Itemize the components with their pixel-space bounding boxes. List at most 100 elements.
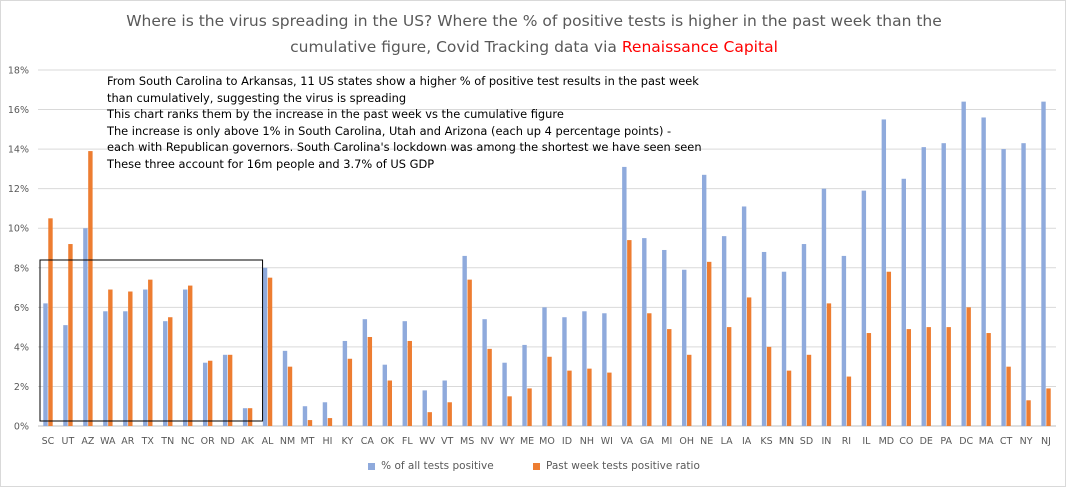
x-tick-label: HI <box>322 436 332 447</box>
bar-past-week <box>906 329 911 426</box>
x-tick-label: FL <box>402 436 413 447</box>
y-tick-label: 12% <box>8 184 29 195</box>
bar-cumulative <box>262 267 268 426</box>
x-tick-label: WI <box>601 436 613 447</box>
bar-past-week <box>267 277 273 426</box>
x-tick-label: OK <box>380 436 394 447</box>
annotation-line-6: These three account for 16m people and 3… <box>107 156 435 171</box>
bar-past-week <box>367 337 373 426</box>
bar-past-week <box>786 370 792 426</box>
bar-past-week <box>966 307 971 426</box>
x-tick-label: NH <box>580 436 594 447</box>
bar-cumulative <box>282 350 288 426</box>
annotation-text: From South Carolina to Arkansas, 11 US s… <box>107 73 807 172</box>
x-tick-label: NJ <box>1041 436 1051 447</box>
bar-past-week <box>926 327 931 426</box>
bar-cumulative <box>781 271 787 426</box>
bar-past-week <box>726 327 732 426</box>
y-tick-label: 14% <box>8 145 29 156</box>
bar-past-week <box>347 358 353 426</box>
bar-past-week <box>507 396 512 426</box>
bar-cumulative <box>701 174 707 426</box>
bar-cumulative <box>602 313 607 426</box>
x-tick-label: OR <box>201 436 215 447</box>
bar-past-week <box>207 360 213 426</box>
annotation-line-1: From South Carolina to Arkansas, 11 US s… <box>107 74 699 88</box>
bar-past-week <box>587 368 592 426</box>
brand-name: Renaissance Capital <box>621 38 778 56</box>
bar-past-week <box>1026 400 1031 426</box>
bar-cumulative <box>821 188 827 426</box>
x-tick-label: IN <box>821 436 831 447</box>
bar-past-week <box>287 366 293 426</box>
annotation-line-5: each with Republican governors. South Ca… <box>107 140 702 154</box>
y-tick-label: 10% <box>8 224 29 235</box>
x-tick-label: MI <box>661 436 672 447</box>
x-tick-label: VT <box>441 436 453 447</box>
bar-past-week <box>227 354 233 426</box>
x-tick-label: OH <box>679 436 694 447</box>
bar-cumulative <box>43 303 48 426</box>
x-tick-label: AL <box>262 436 274 447</box>
bar-past-week <box>48 218 53 426</box>
x-tick-label: CT <box>1000 436 1013 447</box>
bar-cumulative <box>662 249 667 426</box>
x-tick-label: MT <box>300 436 314 447</box>
bar-past-week <box>327 418 333 426</box>
bar-cumulative <box>382 364 388 426</box>
x-tick-label: LA <box>721 436 734 447</box>
legend-swatch-cumulative <box>368 462 376 470</box>
y-tick-label: 4% <box>14 342 29 353</box>
x-tick-label: MA <box>979 436 994 447</box>
x-tick-label: PA <box>940 436 952 447</box>
bar-past-week <box>128 291 133 426</box>
bar-past-week <box>188 285 193 426</box>
bar-cumulative <box>921 147 926 426</box>
x-tick-label: WA <box>100 436 116 447</box>
bar-past-week <box>387 380 393 426</box>
x-tick-label: DE <box>920 436 933 447</box>
x-tick-label: CA <box>361 436 375 447</box>
bar-cumulative <box>402 321 407 426</box>
x-tick-label: GA <box>640 436 654 447</box>
bar-past-week <box>407 340 412 426</box>
bar-cumulative <box>83 228 88 426</box>
bar-cumulative <box>981 117 986 426</box>
bar-past-week <box>607 372 612 426</box>
bar-cumulative <box>741 206 747 426</box>
bar-past-week <box>647 313 652 426</box>
bar-cumulative <box>482 319 487 426</box>
x-tick-label: NM <box>280 436 295 447</box>
y-tick-label: 8% <box>14 263 29 274</box>
bar-past-week <box>806 354 812 426</box>
legend-item-week: Past week tests positive ratio <box>533 460 700 472</box>
x-tick-label: WY <box>499 436 514 447</box>
bar-cumulative <box>63 325 68 426</box>
x-tick-label: MS <box>460 436 474 447</box>
title-line-1: Where is the virus spreading in the US? … <box>126 12 942 30</box>
x-tick-label: AK <box>241 436 254 447</box>
x-tick-label: NE <box>700 436 713 447</box>
x-tick-label: AZ <box>81 436 94 447</box>
title-line-2-text: cumulative figure, Covid Tracking data v… <box>290 38 622 56</box>
x-tick-label: RI <box>842 436 851 447</box>
annotation-line-4: The increase is only above 1% in South C… <box>107 123 672 138</box>
bar-past-week <box>447 402 452 426</box>
bar-cumulative <box>202 362 208 426</box>
bar-cumulative <box>342 340 348 426</box>
bar-cumulative <box>163 321 168 426</box>
bar-cumulative <box>362 319 368 426</box>
x-tick-label: KS <box>760 436 772 447</box>
x-tick-label: DC <box>959 436 973 447</box>
bar-past-week <box>946 327 951 426</box>
bar-past-week <box>866 333 872 426</box>
x-tick-label: CO <box>899 436 913 447</box>
bar-past-week <box>68 244 73 426</box>
bar-past-week <box>88 151 93 426</box>
bar-past-week <box>247 408 253 426</box>
bar-cumulative <box>582 311 587 426</box>
bar-past-week <box>766 346 772 426</box>
bar-cumulative <box>642 238 647 426</box>
bar-cumulative <box>183 289 188 426</box>
bar-past-week <box>986 333 991 426</box>
